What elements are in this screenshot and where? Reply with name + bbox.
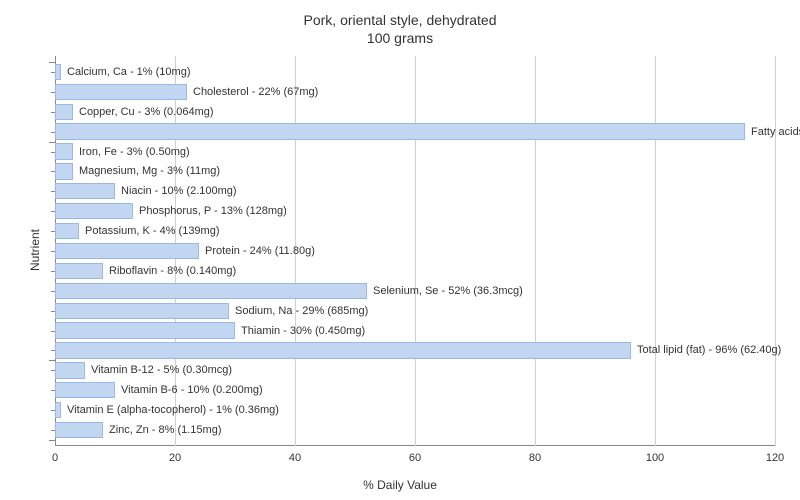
y-tick-minor: [51, 430, 55, 431]
bar-row: Vitamin B-12 - 5% (0.30mcg): [55, 362, 775, 378]
bar: [55, 342, 631, 358]
bar-label: Zinc, Zn - 8% (1.15mg): [109, 424, 221, 436]
bar: [55, 104, 73, 120]
bar-row: Potassium, K - 4% (139mg): [55, 223, 775, 239]
y-tick-minor: [51, 311, 55, 312]
y-tick-major: [49, 440, 55, 441]
bar-row: Zinc, Zn - 8% (1.15mg): [55, 422, 775, 438]
y-tick-minor: [51, 211, 55, 212]
bar-row: Selenium, Se - 52% (36.3mcg): [55, 283, 775, 299]
bar-row: Cholesterol - 22% (67mg): [55, 84, 775, 100]
bar: [55, 163, 73, 179]
x-axis-label: % Daily Value: [0, 478, 800, 492]
bar-label: Riboflavin - 8% (0.140mg): [109, 265, 236, 277]
bar-label: Thiamin - 30% (0.450mg): [241, 325, 365, 337]
y-tick-minor: [51, 370, 55, 371]
bar-label: Total lipid (fat) - 96% (62.40g): [637, 344, 781, 356]
bar-label: Copper, Cu - 3% (0.064mg): [79, 106, 214, 118]
bar-row: Phosphorus, P - 13% (128mg): [55, 203, 775, 219]
bar: [55, 84, 187, 100]
bar: [55, 263, 103, 279]
gridline: [775, 56, 776, 446]
bar-label: Vitamin B-12 - 5% (0.30mcg): [91, 364, 232, 376]
bar-label: Potassium, K - 4% (139mg): [85, 225, 220, 237]
bar-label: Fatty acids, total saturated - 115% (23.…: [751, 126, 800, 138]
bar-label: Sodium, Na - 29% (685mg): [235, 305, 368, 317]
y-tick-minor: [51, 132, 55, 133]
y-tick-minor: [51, 390, 55, 391]
bar-row: Magnesium, Mg - 3% (11mg): [55, 163, 775, 179]
x-tick-label: 40: [289, 452, 301, 464]
bar-label: Protein - 24% (11.80g): [205, 245, 315, 257]
y-tick-minor: [51, 410, 55, 411]
bar: [55, 283, 367, 299]
bar: [55, 322, 235, 338]
bar: [55, 422, 103, 438]
bar-label: Calcium, Ca - 1% (10mg): [67, 66, 190, 78]
bar-row: Vitamin E (alpha-tocopherol) - 1% (0.36m…: [55, 402, 775, 418]
bar-label: Cholesterol - 22% (67mg): [193, 86, 318, 98]
y-tick-minor: [51, 231, 55, 232]
bar: [55, 402, 61, 418]
chart-title: Pork, oriental style, dehydrated: [0, 12, 800, 28]
bar-row: Riboflavin - 8% (0.140mg): [55, 263, 775, 279]
bar-label: Iron, Fe - 3% (0.50mg): [79, 146, 190, 158]
bar-row: Copper, Cu - 3% (0.064mg): [55, 104, 775, 120]
bar: [55, 223, 79, 239]
y-tick-minor: [51, 152, 55, 153]
y-tick-minor: [51, 271, 55, 272]
y-tick-minor: [51, 92, 55, 93]
bar-row: Fatty acids, total saturated - 115% (23.…: [55, 123, 775, 139]
x-tick-label: 0: [52, 452, 58, 464]
nutrient-chart: Pork, oriental style, dehydrated 100 gra…: [0, 0, 800, 500]
bar: [55, 382, 115, 398]
y-tick-major: [49, 62, 55, 63]
bar: [55, 143, 73, 159]
y-tick-minor: [51, 251, 55, 252]
bar-label: Vitamin B-6 - 10% (0.200mg): [121, 384, 263, 396]
y-axis-label: Nutrient: [28, 229, 42, 271]
bar-row: Protein - 24% (11.80g): [55, 243, 775, 259]
plot-area: 020406080100120Calcium, Ca - 1% (10mg)Ch…: [55, 56, 775, 446]
bar-row: Iron, Fe - 3% (0.50mg): [55, 143, 775, 159]
bar-label: Selenium, Se - 52% (36.3mcg): [373, 285, 523, 297]
y-tick-minor: [51, 350, 55, 351]
bar-label: Niacin - 10% (2.100mg): [121, 185, 237, 197]
y-tick-major: [49, 360, 55, 361]
x-tick-label: 80: [529, 452, 541, 464]
bar: [55, 64, 61, 80]
bar: [55, 362, 85, 378]
x-tick-label: 120: [766, 452, 784, 464]
bar-row: Total lipid (fat) - 96% (62.40g): [55, 342, 775, 358]
bar-label: Phosphorus, P - 13% (128mg): [139, 205, 287, 217]
bar: [55, 123, 745, 139]
bar-row: Thiamin - 30% (0.450mg): [55, 322, 775, 338]
bar: [55, 303, 229, 319]
bar: [55, 203, 133, 219]
x-tick-label: 20: [169, 452, 181, 464]
bar: [55, 243, 199, 259]
bar-row: Niacin - 10% (2.100mg): [55, 183, 775, 199]
y-tick-minor: [51, 191, 55, 192]
chart-subtitle: 100 grams: [0, 30, 800, 46]
x-tick-label: 60: [409, 452, 421, 464]
y-tick-minor: [51, 331, 55, 332]
bar-row: Vitamin B-6 - 10% (0.200mg): [55, 382, 775, 398]
bar: [55, 183, 115, 199]
x-tick-label: 100: [646, 452, 664, 464]
bar-row: Calcium, Ca - 1% (10mg): [55, 64, 775, 80]
y-tick-major: [49, 142, 55, 143]
bar-label: Vitamin E (alpha-tocopherol) - 1% (0.36m…: [67, 404, 279, 416]
bar-label: Magnesium, Mg - 3% (11mg): [79, 165, 220, 177]
y-tick-minor: [51, 72, 55, 73]
y-tick-minor: [51, 291, 55, 292]
y-tick-minor: [51, 171, 55, 172]
bar-row: Sodium, Na - 29% (685mg): [55, 303, 775, 319]
y-tick-minor: [51, 112, 55, 113]
